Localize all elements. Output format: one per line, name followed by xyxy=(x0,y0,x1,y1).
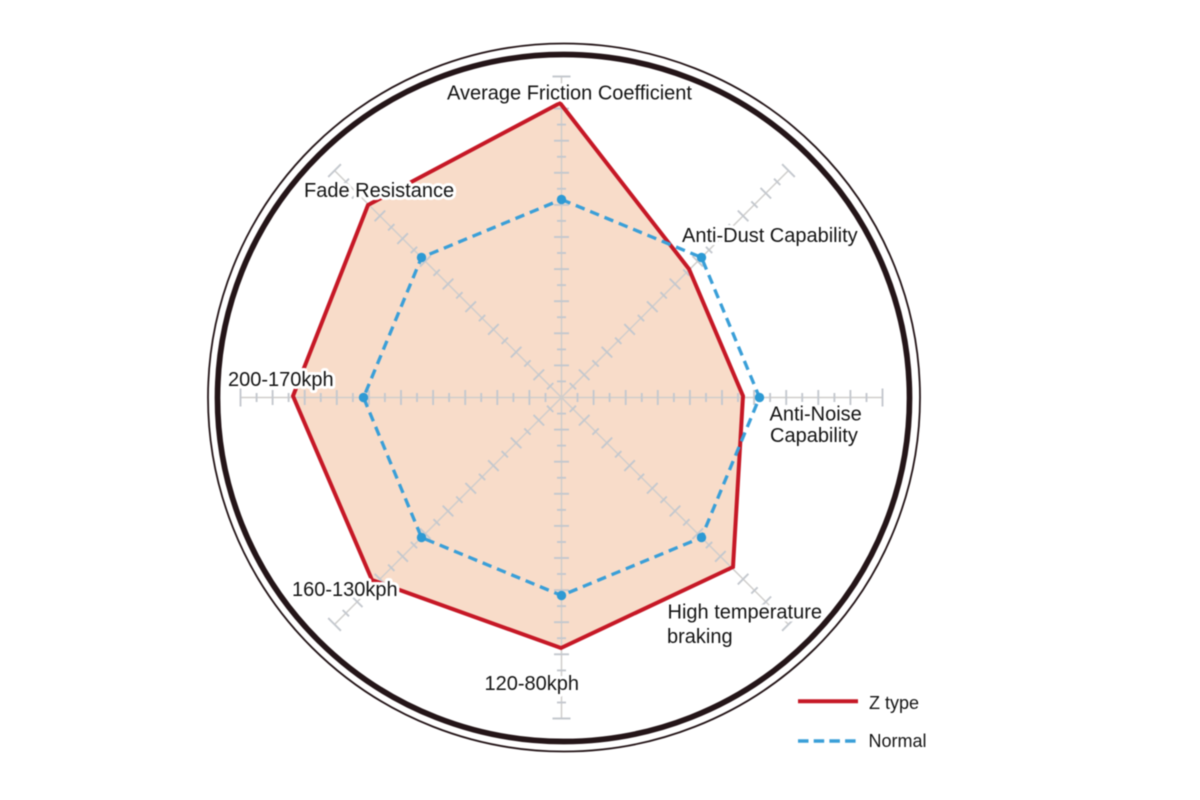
svg-text:120-80kph: 120-80kph xyxy=(485,673,580,695)
svg-text:Average Friction Coefficient: Average Friction Coefficient xyxy=(447,83,692,105)
svg-text:High temperature: High temperature xyxy=(668,602,823,624)
svg-text:200-170kph: 200-170kph xyxy=(228,369,334,391)
svg-text:Z type: Z type xyxy=(869,693,919,713)
svg-text:Normal: Normal xyxy=(869,731,927,751)
svg-text:Fade Resistance: Fade Resistance xyxy=(304,180,454,202)
svg-text:Capability: Capability xyxy=(770,425,858,447)
svg-text:160-130kph: 160-130kph xyxy=(292,579,398,601)
svg-text:Anti-Dust Capability: Anti-Dust Capability xyxy=(682,225,858,247)
svg-text:braking: braking xyxy=(667,626,733,648)
svg-text:Anti-Noise: Anti-Noise xyxy=(770,404,862,426)
